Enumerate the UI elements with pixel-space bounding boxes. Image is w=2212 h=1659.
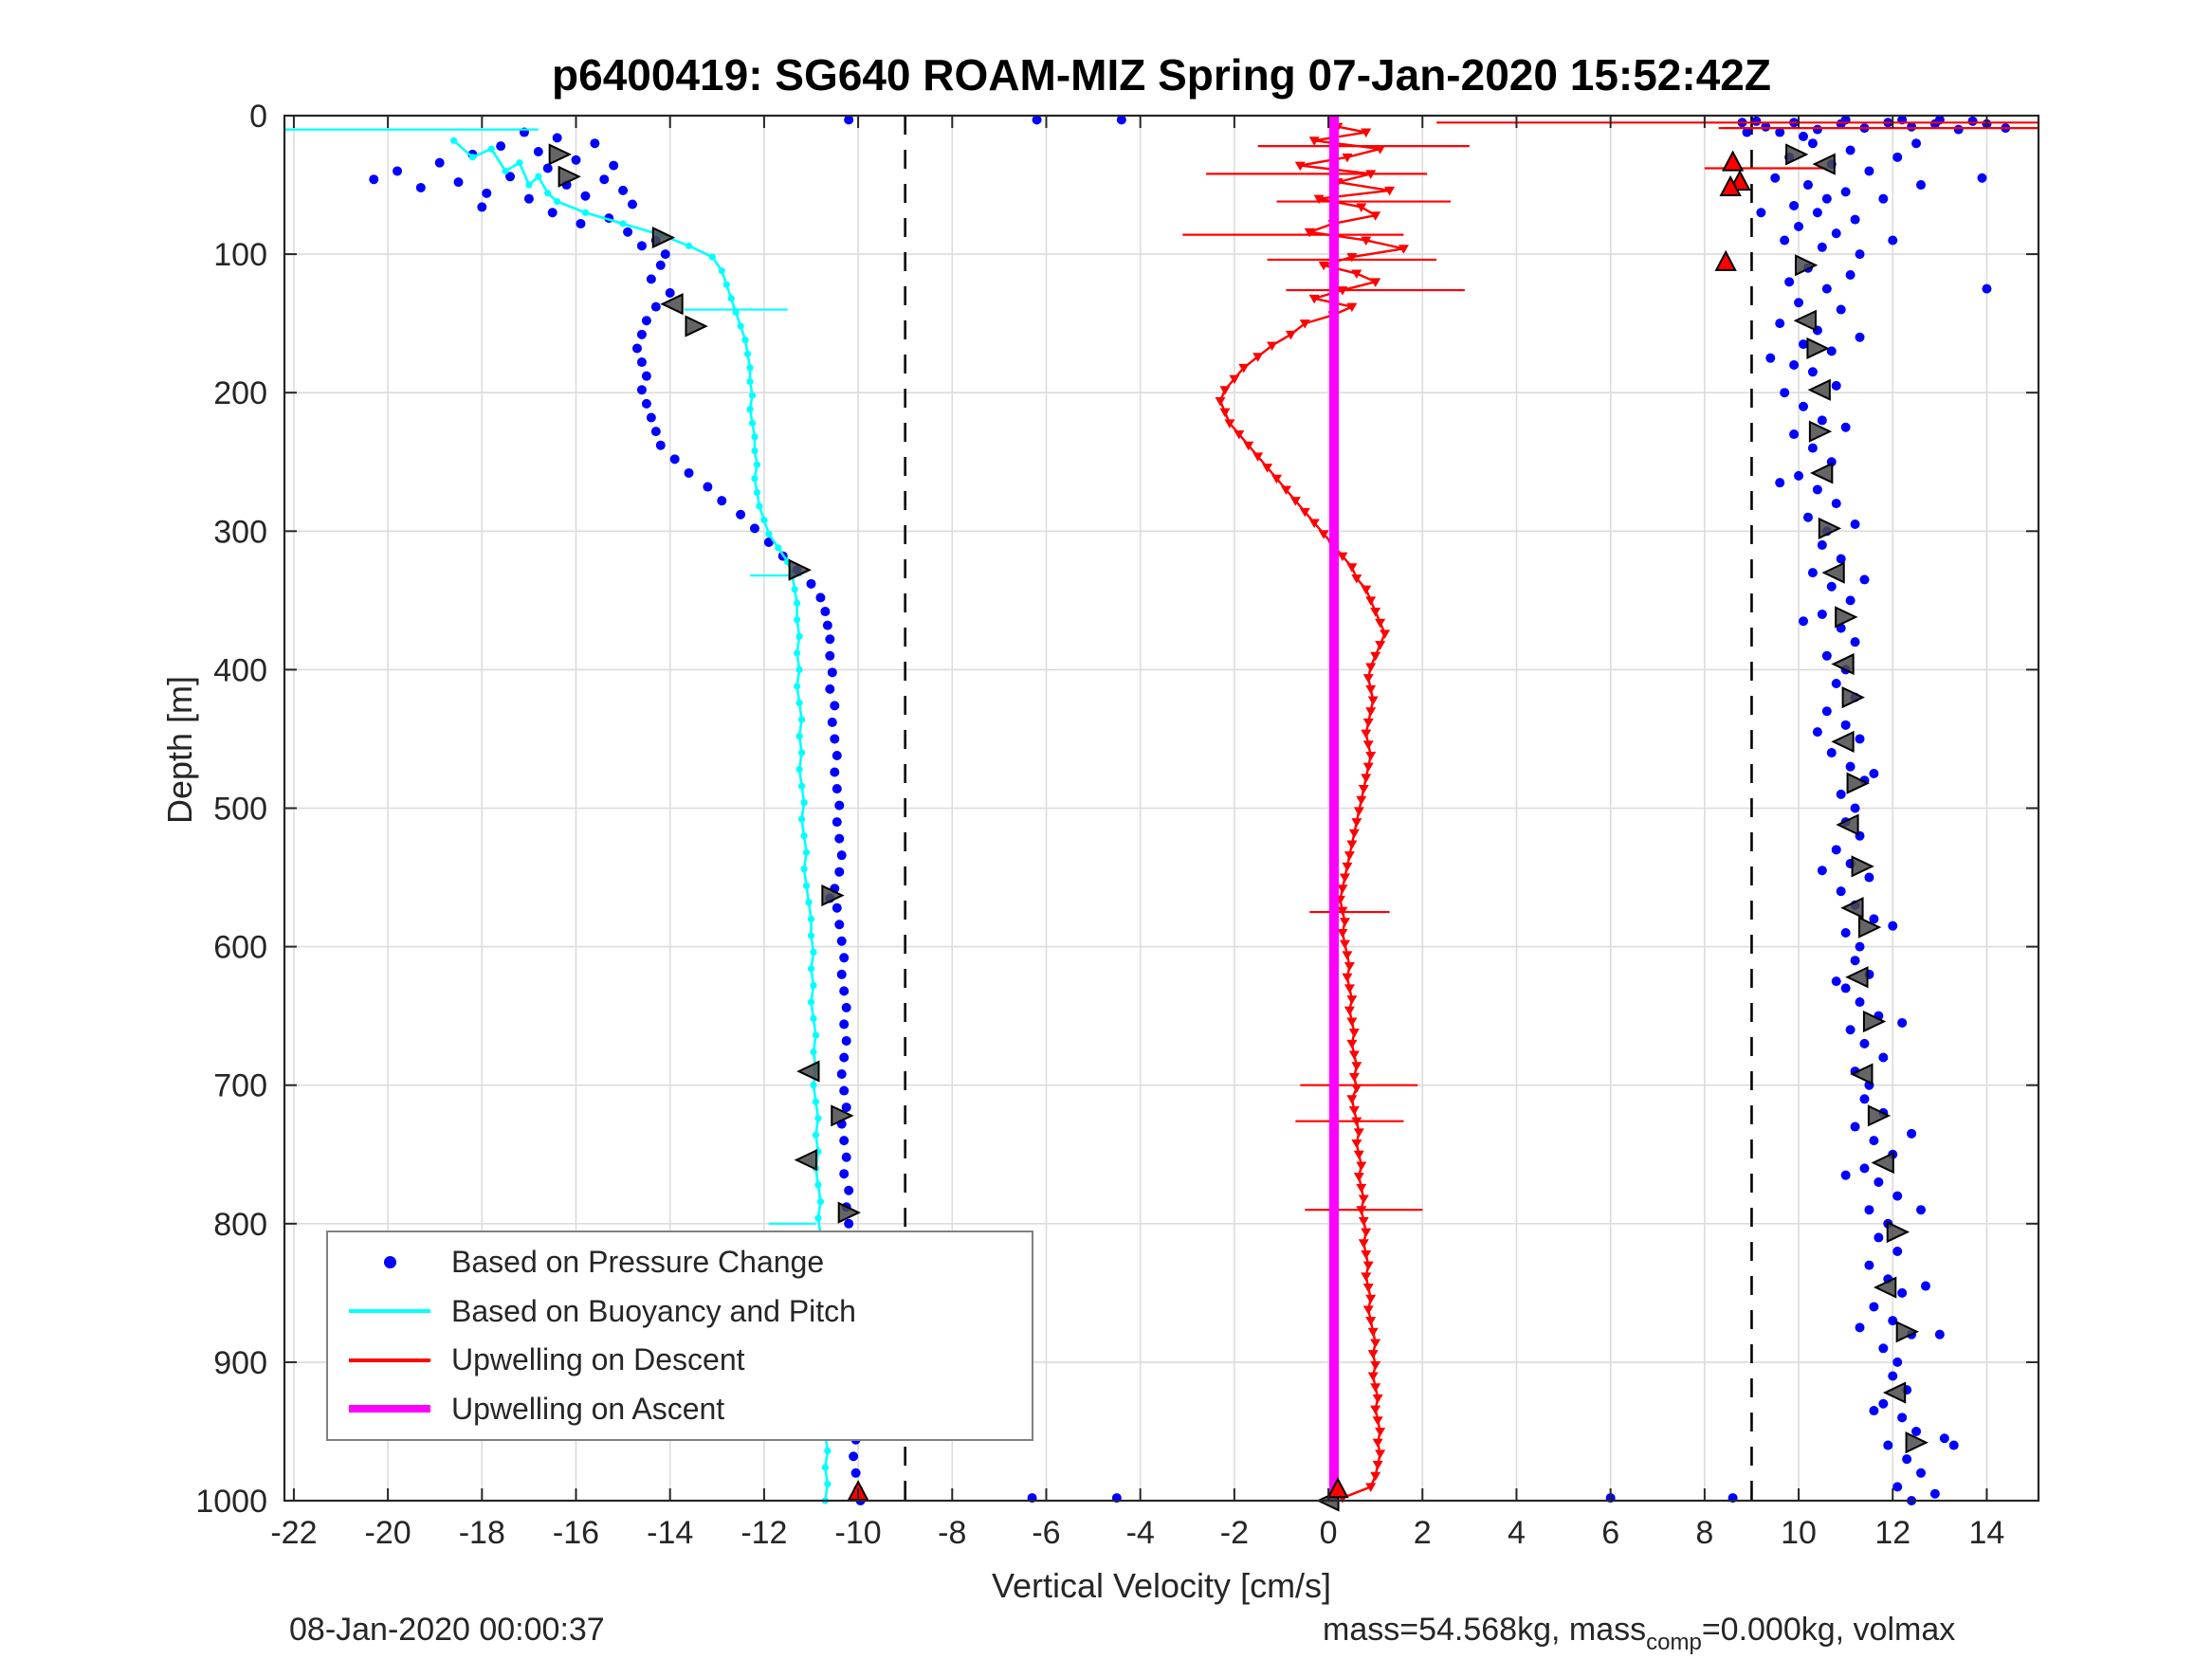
dashed-reference-lines bbox=[904, 116, 1753, 1501]
legend-label: Based on Pressure Change bbox=[451, 1245, 825, 1280]
chart-title: p6400419: SG640 ROAM-MIZ Spring 07-Jan-2… bbox=[552, 50, 1771, 100]
svg-text:300: 300 bbox=[213, 514, 267, 550]
svg-text:-18: -18 bbox=[459, 1515, 505, 1551]
legend-item-pressure-change: Based on Pressure Change bbox=[328, 1239, 1032, 1286]
footer-mass-info: mass=54.568kg, masscomp=0.000kg, volmax bbox=[1323, 1612, 1956, 1655]
svg-text:-4: -4 bbox=[1126, 1515, 1155, 1551]
legend-label: Upwelling on Descent bbox=[451, 1342, 745, 1377]
x-tick-labels: -22 -20 -18 -16 -14 -12 -10 -8 -6 -4 -2 0 2 4 6 8 10 12 14 bbox=[270, 1515, 2004, 1551]
svg-text:700: 700 bbox=[213, 1068, 267, 1104]
legend-item-buoyancy-pitch: Based on Buoyancy and Pitch bbox=[328, 1287, 1032, 1335]
x-axis-label: Vertical Velocity [cm/s] bbox=[991, 1566, 1332, 1605]
footer-datetime: 08-Jan-2020 00:00:37 bbox=[289, 1612, 605, 1648]
svg-text:800: 800 bbox=[213, 1207, 267, 1243]
svg-text:14: 14 bbox=[1969, 1515, 2005, 1551]
svg-text:500: 500 bbox=[213, 792, 267, 828]
svg-text:4: 4 bbox=[1508, 1515, 1526, 1551]
svg-text:1000: 1000 bbox=[195, 1484, 267, 1520]
y-tick-labels: 0 100 200 300 400 500 600 700 800 900 1000 bbox=[195, 99, 267, 1520]
y-axis-label: Depth [m] bbox=[160, 675, 199, 825]
svg-text:8: 8 bbox=[1695, 1515, 1713, 1551]
svg-text:-8: -8 bbox=[938, 1515, 966, 1551]
series-based-on-pressure-change-ascent- bbox=[1605, 115, 2011, 1505]
svg-text:10: 10 bbox=[1781, 1515, 1817, 1551]
mass-text-suffix: =0.000kg, volmax bbox=[1701, 1612, 1956, 1648]
legend-swatch-line-magenta bbox=[328, 1405, 451, 1413]
legend-item-upwelling-descent: Upwelling on Descent bbox=[328, 1337, 1032, 1384]
svg-text:100: 100 bbox=[213, 237, 267, 273]
svg-text:2: 2 bbox=[1414, 1515, 1432, 1551]
svg-text:-20: -20 bbox=[365, 1515, 411, 1551]
series-upwelling-on-descent bbox=[1182, 121, 2038, 1504]
legend-swatch-line-red bbox=[328, 1358, 451, 1362]
svg-text:0: 0 bbox=[1320, 1515, 1338, 1551]
mass-text-subscript: comp bbox=[1646, 1630, 1702, 1655]
svg-text:-2: -2 bbox=[1220, 1515, 1249, 1551]
legend-label: Upwelling on Ascent bbox=[451, 1391, 725, 1426]
grid-lines bbox=[284, 115, 2038, 1502]
legend-swatch-dot-blue bbox=[328, 1256, 451, 1269]
svg-text:-10: -10 bbox=[835, 1515, 882, 1551]
svg-text:-14: -14 bbox=[647, 1515, 693, 1551]
svg-text:600: 600 bbox=[213, 930, 267, 966]
svg-text:12: 12 bbox=[1874, 1515, 1910, 1551]
svg-text:-12: -12 bbox=[740, 1515, 787, 1551]
svg-text:900: 900 bbox=[213, 1345, 267, 1381]
svg-text:400: 400 bbox=[213, 652, 267, 688]
svg-text:-22: -22 bbox=[270, 1515, 317, 1551]
svg-text:-6: -6 bbox=[1032, 1515, 1060, 1551]
svg-text:0: 0 bbox=[249, 99, 267, 135]
axis-ticks bbox=[284, 115, 2038, 1502]
legend-label: Based on Buoyancy and Pitch bbox=[451, 1293, 856, 1328]
legend-swatch-line-cyan bbox=[328, 1309, 451, 1314]
svg-text:6: 6 bbox=[1601, 1515, 1619, 1551]
legend: Based on Pressure Change Based on Buoyan… bbox=[326, 1231, 1033, 1441]
mass-text-prefix: mass=54.568kg, mass bbox=[1323, 1612, 1647, 1648]
svg-text:-16: -16 bbox=[553, 1515, 599, 1551]
svg-text:200: 200 bbox=[213, 375, 267, 411]
black-triangle-markers bbox=[548, 143, 1929, 1512]
red-triangle-markers bbox=[847, 150, 1751, 1502]
legend-item-upwelling-ascent: Upwelling on Ascent bbox=[328, 1385, 1032, 1432]
